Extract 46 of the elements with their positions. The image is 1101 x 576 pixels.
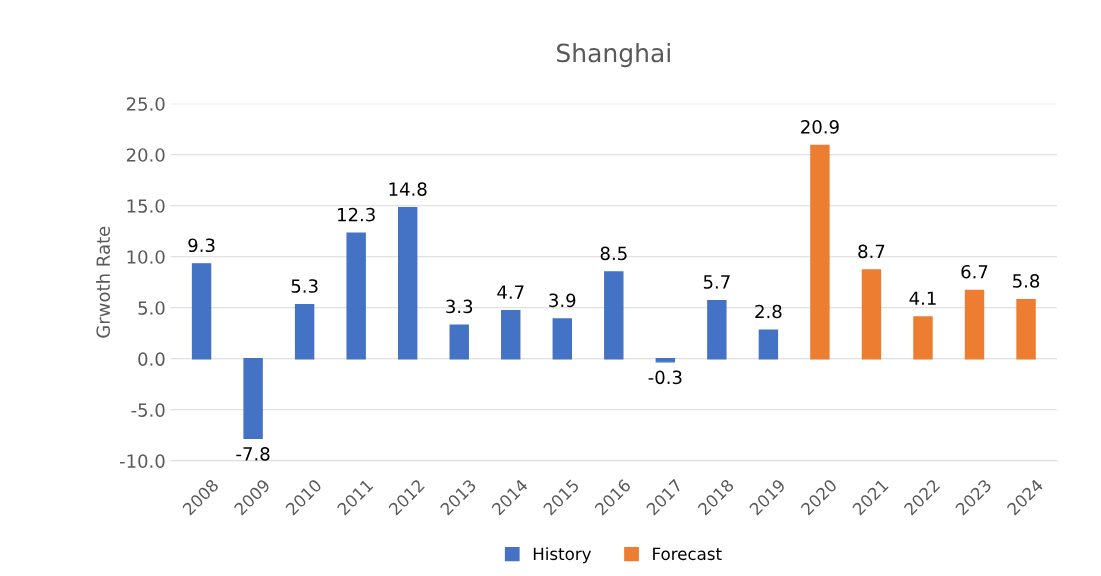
bar (243, 358, 263, 440)
y-tick-label: -5.0 (131, 403, 165, 417)
data-label: 5.3 (291, 279, 318, 293)
bar (758, 329, 779, 360)
data-label: 12.3 (338, 207, 375, 222)
y-tick-label: 20.0 (126, 148, 165, 162)
chart-title: Shanghai (557, 43, 670, 68)
data-label: 6.7 (961, 264, 988, 279)
bar (1016, 298, 1036, 360)
data-label: 5.7 (703, 275, 730, 289)
bar (707, 299, 727, 360)
legend-label: History (533, 547, 592, 564)
y-tick-label: 10.0 (127, 250, 165, 264)
bar (294, 303, 315, 360)
data-label: 5.8 (1013, 274, 1040, 288)
bar (964, 289, 985, 360)
y-tick-label: 15.0 (127, 199, 165, 213)
bar (861, 269, 882, 360)
data-label: -7.8 (236, 447, 270, 461)
data-label: 4.7 (497, 285, 524, 299)
y-axis-title: Grwoth Rate (96, 226, 111, 338)
bar (191, 263, 212, 360)
y-tick-label: 5.0 (138, 301, 165, 315)
data-label: 8.5 (600, 246, 627, 261)
data-label: 20.9 (801, 120, 839, 134)
bar (655, 358, 676, 363)
bar (449, 324, 469, 360)
data-label: 3.9 (549, 293, 576, 308)
data-label: 8.7 (858, 244, 885, 259)
bar (552, 318, 572, 360)
y-tick-label: -10.0 (119, 454, 165, 468)
bar (346, 232, 366, 360)
data-label: 14.8 (389, 182, 427, 196)
y-tick-label: 0.0 (138, 352, 165, 366)
data-label: -0.3 (648, 370, 682, 385)
bar (913, 316, 933, 360)
bar (604, 271, 624, 360)
legend-label: Forecast (653, 547, 722, 561)
data-label: 3.3 (446, 299, 473, 314)
data-label: 9.3 (188, 238, 215, 253)
data-label: 4.1 (909, 291, 936, 305)
data-label: 2.8 (755, 304, 782, 319)
bar (501, 310, 521, 360)
bar (810, 144, 830, 360)
y-tick-label: 25.0 (126, 97, 165, 111)
bar (397, 207, 418, 360)
